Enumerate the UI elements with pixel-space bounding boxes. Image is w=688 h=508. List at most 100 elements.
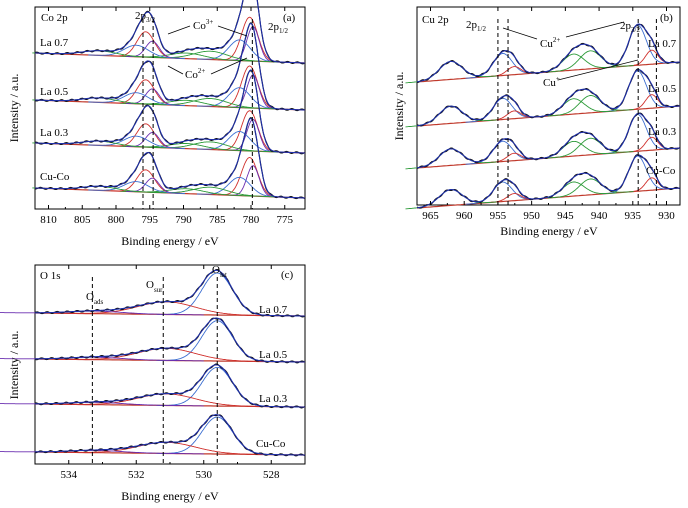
- fit-envelope: [35, 269, 305, 317]
- traces-cu2p: [405, 23, 681, 210]
- dashed-lines-cu2p: [497, 19, 657, 205]
- fit-component-peak: [547, 137, 634, 159]
- ylabel-co2p: Intensity / a.u.: [7, 74, 21, 143]
- fit-component-peak: [229, 165, 278, 198]
- panel-co2p: 810 805 800 795 790 785 780 775 Co 2p (a) 2p3/2…: [7, 0, 306, 248]
- fit-component-peak: [197, 131, 283, 153]
- sample-label: Cu-Co: [646, 165, 676, 177]
- experimental-spectrum: [416, 154, 681, 209]
- annot-o-ads: Oads: [86, 291, 104, 306]
- x-tick-label: 775: [277, 214, 294, 226]
- plot-frame-o1s: [34, 264, 306, 465]
- sample-label: La 0.7: [40, 37, 69, 49]
- x-tick-label: 785: [209, 214, 226, 226]
- x-tick-label: 960: [456, 210, 473, 222]
- fit-component-peak: [197, 39, 283, 63]
- fit-envelope: [35, 317, 305, 363]
- sample-label: Cu-Co: [256, 438, 286, 450]
- sample-label: La 0.3: [648, 126, 677, 138]
- annot-co2plus: Co2+: [185, 67, 205, 81]
- traces-o1s: [0, 268, 306, 457]
- ticks-cu2p: 965 960 955 950 945 940 935 930: [422, 7, 675, 222]
- experimental-spectrum: [34, 70, 306, 155]
- arrow-cu2-right: [565, 21, 625, 38]
- region-label-co2p: Co 2p: [41, 12, 68, 24]
- experimental-spectrum: [416, 23, 681, 84]
- arrow-cu2-left: [502, 27, 538, 40]
- fit-envelope: [35, 0, 305, 64]
- x-tick-label: 955: [490, 210, 507, 222]
- dashed-lines-o1s: [91, 277, 218, 464]
- fit-envelope: [35, 414, 305, 456]
- dashed-lines-co2p: [142, 19, 253, 209]
- fit-envelope: [416, 23, 681, 83]
- fit-component-peak: [465, 53, 541, 79]
- annot-cu-2p12: 2p1/2: [466, 19, 486, 33]
- x-tick-label: 810: [40, 214, 57, 226]
- fit-component-peak: [487, 193, 542, 204]
- x-tick-label: 790: [175, 214, 192, 226]
- fit-component-peak: [465, 140, 541, 165]
- xlabel-cu2p: Binding energy / eV: [500, 224, 598, 238]
- experimental-spectrum: [416, 112, 681, 170]
- fit-component-peak: [405, 189, 497, 210]
- experimental-spectrum: [35, 414, 306, 457]
- x-tick-label: 795: [142, 214, 159, 226]
- fit-component-peak: [88, 92, 185, 106]
- arrow-cuplus: [557, 59, 639, 81]
- region-label-cu2p: Cu 2p: [422, 14, 449, 26]
- fit-envelope: [35, 69, 305, 154]
- fit-component-peak: [547, 50, 634, 73]
- plot-frame-co2p: [34, 6, 306, 210]
- x-tick-label: 528: [263, 469, 280, 481]
- traces-co2p: [32, 0, 306, 200]
- annot-co-2p12: 2p1/2: [268, 21, 288, 35]
- fit-component-peak: [0, 401, 204, 407]
- fit-component-peak: [547, 178, 634, 199]
- sample-label: La 0.5: [648, 83, 677, 95]
- fit-envelope: [35, 118, 305, 199]
- x-tick-label: 945: [557, 210, 574, 222]
- ticks-o1s: 534 532 530 528: [61, 265, 280, 481]
- fit-component-peak: [88, 135, 185, 149]
- annot-cu-2p32: 2p3/2: [620, 20, 640, 34]
- xlabel-o1s: Binding energy / eV: [121, 489, 219, 503]
- fit-envelope: [416, 154, 681, 209]
- x-tick-label: 805: [74, 214, 91, 226]
- fit-component-peak: [197, 87, 283, 110]
- sample-label: La 0.7: [648, 38, 677, 50]
- annot-o-lat: Olat: [212, 264, 227, 279]
- x-tick-label: 965: [422, 210, 439, 222]
- fit-component-peak: [32, 185, 167, 194]
- x-tick-label: 532: [128, 469, 145, 481]
- x-tick-label: 940: [591, 210, 608, 222]
- region-label-o1s: O 1s: [40, 270, 60, 282]
- annot-cuplus: Cu+: [543, 75, 560, 89]
- panel-label-b: (b): [660, 12, 673, 24]
- x-tick-label: 930: [658, 210, 675, 222]
- sample-label: La 0.3: [40, 127, 69, 139]
- x-tick-label: 800: [108, 214, 125, 226]
- arrow-co2-right: [210, 57, 248, 75]
- panel-cu2p: 965 960 955 950 945 940 935 930 Cu 2p (b) 2p1/2…: [392, 6, 681, 238]
- fit-envelope: [416, 69, 681, 127]
- ticks-co2p: 810 805 800 795 790 785 780 775: [40, 7, 294, 226]
- fit-envelope: [35, 364, 305, 408]
- sample-label: La 0.5: [40, 86, 69, 98]
- ylabel-o1s: Intensity / a.u.: [7, 331, 21, 400]
- fit-envelope: [416, 112, 681, 169]
- sample-label: La 0.7: [259, 304, 288, 316]
- annot-co-2p32: 2p3/2: [135, 10, 155, 24]
- panel-o1s: 534 532 530 528 O 1s (c) Oads Osur Olat La …: [0, 264, 306, 503]
- arrow-co2-left: [167, 65, 184, 75]
- annot-co3plus: Co3+: [193, 18, 213, 32]
- ylabel-cu2p: Intensity / a.u.: [392, 72, 406, 141]
- fit-component-peak: [32, 97, 167, 106]
- panel-label-a: (a): [283, 12, 296, 24]
- experimental-spectrum: [34, 117, 306, 200]
- fit-component-peak: [0, 310, 204, 316]
- sample-label: Cu-Co: [40, 171, 70, 183]
- x-tick-label: 780: [243, 214, 260, 226]
- arrow-co3-right: [217, 25, 248, 37]
